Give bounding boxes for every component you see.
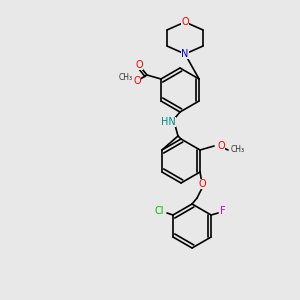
Text: O: O	[217, 141, 225, 151]
Text: O: O	[198, 179, 206, 189]
Text: O: O	[133, 76, 141, 86]
Text: HN: HN	[160, 117, 175, 127]
Text: O: O	[135, 60, 143, 70]
Text: F: F	[220, 206, 226, 216]
Text: O: O	[181, 17, 189, 27]
Text: CH₃: CH₃	[231, 145, 245, 154]
Text: Cl: Cl	[154, 206, 164, 216]
Text: CH₃: CH₃	[119, 74, 133, 82]
Text: N: N	[181, 49, 189, 59]
